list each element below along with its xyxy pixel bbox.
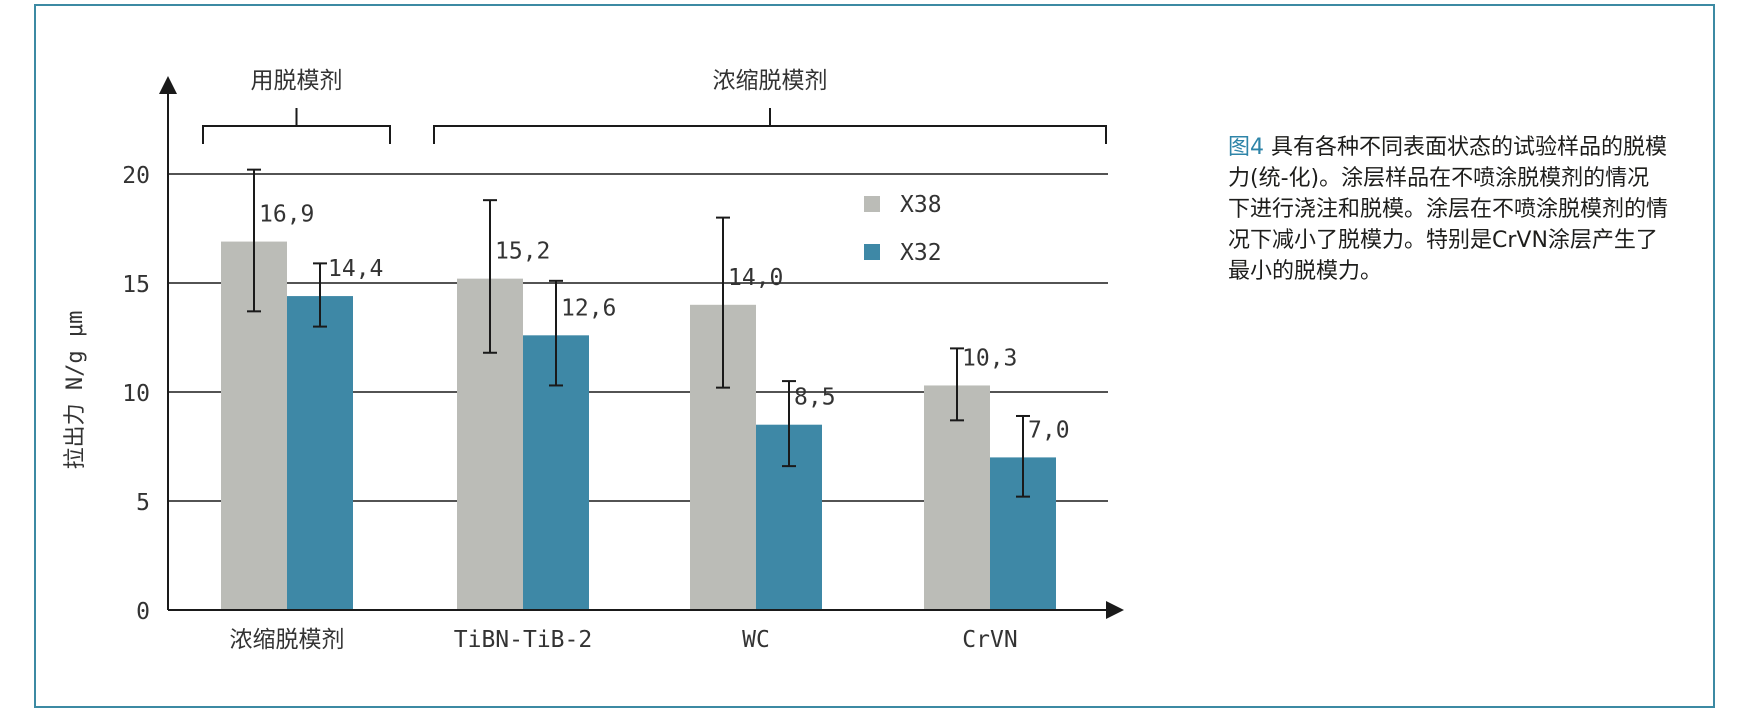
group-label: 浓缩脱模剂 [713,68,828,94]
group-label: 用脱模剂 [251,68,343,94]
y-axis-label: 拉出力 N/g μm [63,311,88,470]
legend-swatch-x32 [864,244,880,260]
x-tick-label: 浓缩脱模剂 [230,627,345,653]
group-bracket [433,108,1107,144]
y-tick-label: 10 [122,381,150,407]
caption-text: 具有各种不同表面状态的试验样品的脱模力(统-化)。涂层样品在不喷涂脱模剂的情况下… [1228,135,1669,284]
y-tick-label: 20 [122,163,150,189]
y-tick-label: 0 [136,599,150,625]
x-tick-label: WC [742,627,770,653]
legend-label: X38 [900,192,942,218]
data-label: 12,6 [561,295,616,321]
data-label: 8,5 [794,385,836,411]
figure-caption: 图4 具有各种不同表面状态的试验样品的脱模力(统-化)。涂层样品在不喷涂脱模剂的… [1228,132,1668,287]
y-axis-arrow [159,76,177,94]
data-label: 10,3 [962,345,1017,371]
y-tick-label: 5 [136,490,150,516]
y-tick-label: 15 [122,272,150,298]
figure-number: 图4 [1228,135,1264,160]
data-label: 14,0 [728,265,783,291]
data-label: 16,9 [259,202,314,228]
x-tick-label: CrVN [962,627,1017,653]
data-label: 7,0 [1028,417,1070,443]
figure-frame [34,4,1715,708]
bar-x32-1 [287,296,353,610]
legend-swatch-x38 [864,196,880,212]
bar-x38-4 [924,385,990,610]
x-tick-label: TiBN-TiB-2 [454,627,592,653]
data-label: 14,4 [328,256,383,282]
group-bracket [202,108,391,144]
x-axis-arrow [1106,601,1124,619]
data-label: 15,2 [495,239,550,265]
legend-label: X32 [900,240,942,266]
